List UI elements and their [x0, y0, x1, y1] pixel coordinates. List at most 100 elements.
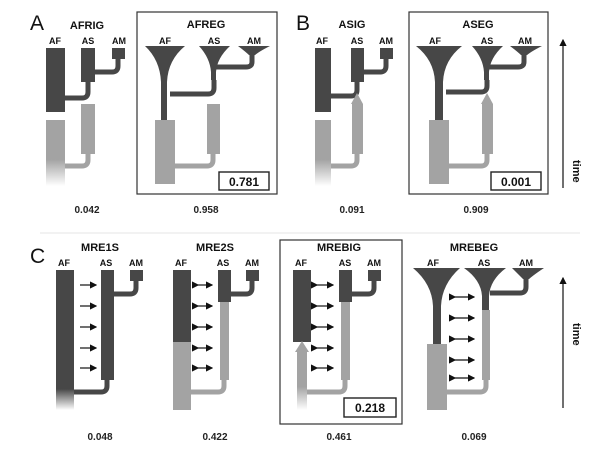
lineage-label-am: AM: [112, 36, 126, 46]
model-title: MRE2S: [196, 242, 234, 254]
model-afrig: AFRIG AF AS AM 0.042: [46, 20, 126, 216]
lineage-am-stub: [380, 48, 393, 59]
lineage-af-light-bar: [155, 120, 175, 184]
model-title: AFRIG: [70, 20, 104, 32]
connector-am-to-as: [489, 56, 527, 70]
connector-am-to-as: [95, 59, 121, 75]
panel-letter-b: B: [296, 12, 310, 35]
connector-as-to-af: [170, 80, 217, 97]
score-box: [343, 397, 397, 418]
lineage-af-light-bar: [427, 344, 447, 410]
lineage-label-am: AM: [518, 36, 532, 46]
lineage-af-funnel: [145, 46, 185, 120]
lineage-am-funnel: [512, 268, 544, 280]
lineage-as-light-bar: [220, 302, 229, 380]
lineage-label-af: AF: [316, 36, 328, 46]
lineage-label-as: AS: [208, 36, 221, 46]
lineage-as-funnel: [464, 268, 506, 310]
connector-as-light: [449, 154, 490, 169]
connector-as-light: [175, 154, 216, 169]
lineage-label-am: AM: [519, 258, 533, 268]
up-arrow-head: [295, 341, 309, 352]
lineage-af-bar: [56, 270, 74, 410]
model-mre2s: MRE2S AF AS AM 0.422: [173, 242, 259, 443]
model-weight: 0.048: [87, 432, 112, 443]
lineage-label-as: AS: [351, 36, 364, 46]
model-title: ASEG: [462, 19, 493, 31]
connector-as-light: [331, 154, 360, 169]
time-label: time: [570, 323, 582, 346]
bidirectional-migration-arrows: [192, 281, 214, 372]
time-axis-bottom: time: [559, 276, 582, 408]
lineage-label-am: AM: [379, 36, 393, 46]
lineage-label-af: AF: [427, 258, 439, 268]
lineage-as-dark-bar: [81, 48, 95, 82]
best-model-frame: [408, 11, 549, 195]
best-model-frame: [136, 11, 278, 195]
model-weight: 0.042: [74, 205, 99, 216]
lineage-af-light-bar: [297, 352, 307, 410]
lineage-label-as: AS: [339, 258, 352, 268]
lineage-as-funnel: [199, 46, 230, 80]
lineage-am-funnel: [238, 46, 270, 56]
lineage-am-stub: [112, 48, 125, 59]
model-weight: 0.909: [463, 205, 488, 216]
score-box: [218, 171, 270, 191]
lineage-label-as: AS: [478, 258, 491, 268]
model-weight: 0.091: [339, 205, 364, 216]
lineage-as-dark-bar: [339, 270, 352, 302]
model-weight: 0.422: [202, 432, 227, 443]
lineage-as-light-bar: [207, 104, 220, 154]
panel-letter-a: A: [30, 12, 44, 35]
lineage-label-af: AF: [429, 36, 441, 46]
lineage-as-dark-bar: [351, 48, 364, 82]
migration-arrows: [80, 281, 98, 372]
bidirectional-migration-arrows: [311, 281, 335, 372]
score-box: [490, 171, 542, 191]
lineage-label-af: AF: [159, 36, 171, 46]
panel-letter-c: C: [30, 245, 45, 268]
model-title: ASIG: [339, 19, 366, 31]
lineage-as-light-bar: [341, 302, 350, 380]
model-title: MRE1S: [81, 242, 119, 254]
model-weight: 0.069: [461, 432, 486, 443]
lineage-af-funnel: [416, 46, 462, 120]
lineage-as-light-bar: [81, 104, 95, 154]
up-arrow-head: [351, 93, 363, 104]
lineage-label-af: AF: [58, 258, 70, 268]
lineage-af-light-bar: [46, 120, 65, 186]
model-asig: ASIG AF AS AM 0.091: [315, 19, 393, 216]
connector-as-to-af: [446, 80, 490, 95]
connector-as-to-af: [191, 380, 227, 395]
lineage-af-dark-bar: [46, 48, 65, 112]
lineage-label-as: AS: [217, 258, 230, 268]
lineage-label-af: AF: [295, 258, 307, 268]
lineage-as-light-bar: [352, 104, 363, 154]
lineage-am-stub: [130, 270, 143, 281]
model-aseg: ASEG AF AS AM 0.001 0.909: [408, 11, 549, 216]
lineage-as-bar: [101, 270, 114, 380]
lineage-label-af: AF: [49, 36, 61, 46]
lineage-af-funnel: [413, 268, 460, 344]
lineage-af-dark-bar: [173, 270, 191, 342]
lineage-as-light-bar: [482, 104, 493, 154]
lineage-am-stub: [368, 270, 381, 281]
lineage-label-am: AM: [367, 258, 381, 268]
model-score: 0.218: [355, 401, 385, 415]
lineage-label-am: AM: [129, 258, 143, 268]
lineage-am-funnel: [510, 46, 542, 56]
lineage-am-stub: [246, 270, 259, 281]
lineage-af-light-bar: [429, 120, 449, 184]
connector-am-to-as: [352, 281, 377, 297]
model-score: 0.001: [501, 175, 531, 189]
lineage-as-dark-bar: [218, 270, 231, 302]
time-label: time: [570, 160, 582, 183]
connector-as-to-af: [307, 380, 348, 395]
connector-as-to-af: [74, 380, 110, 395]
bidirectional-migration-arrows: [449, 293, 476, 382]
connector-am-to-as: [216, 56, 255, 70]
lineage-label-as: AS: [100, 258, 113, 268]
lineage-af-dark-bar: [293, 270, 311, 342]
model-weight: 0.958: [193, 205, 218, 216]
